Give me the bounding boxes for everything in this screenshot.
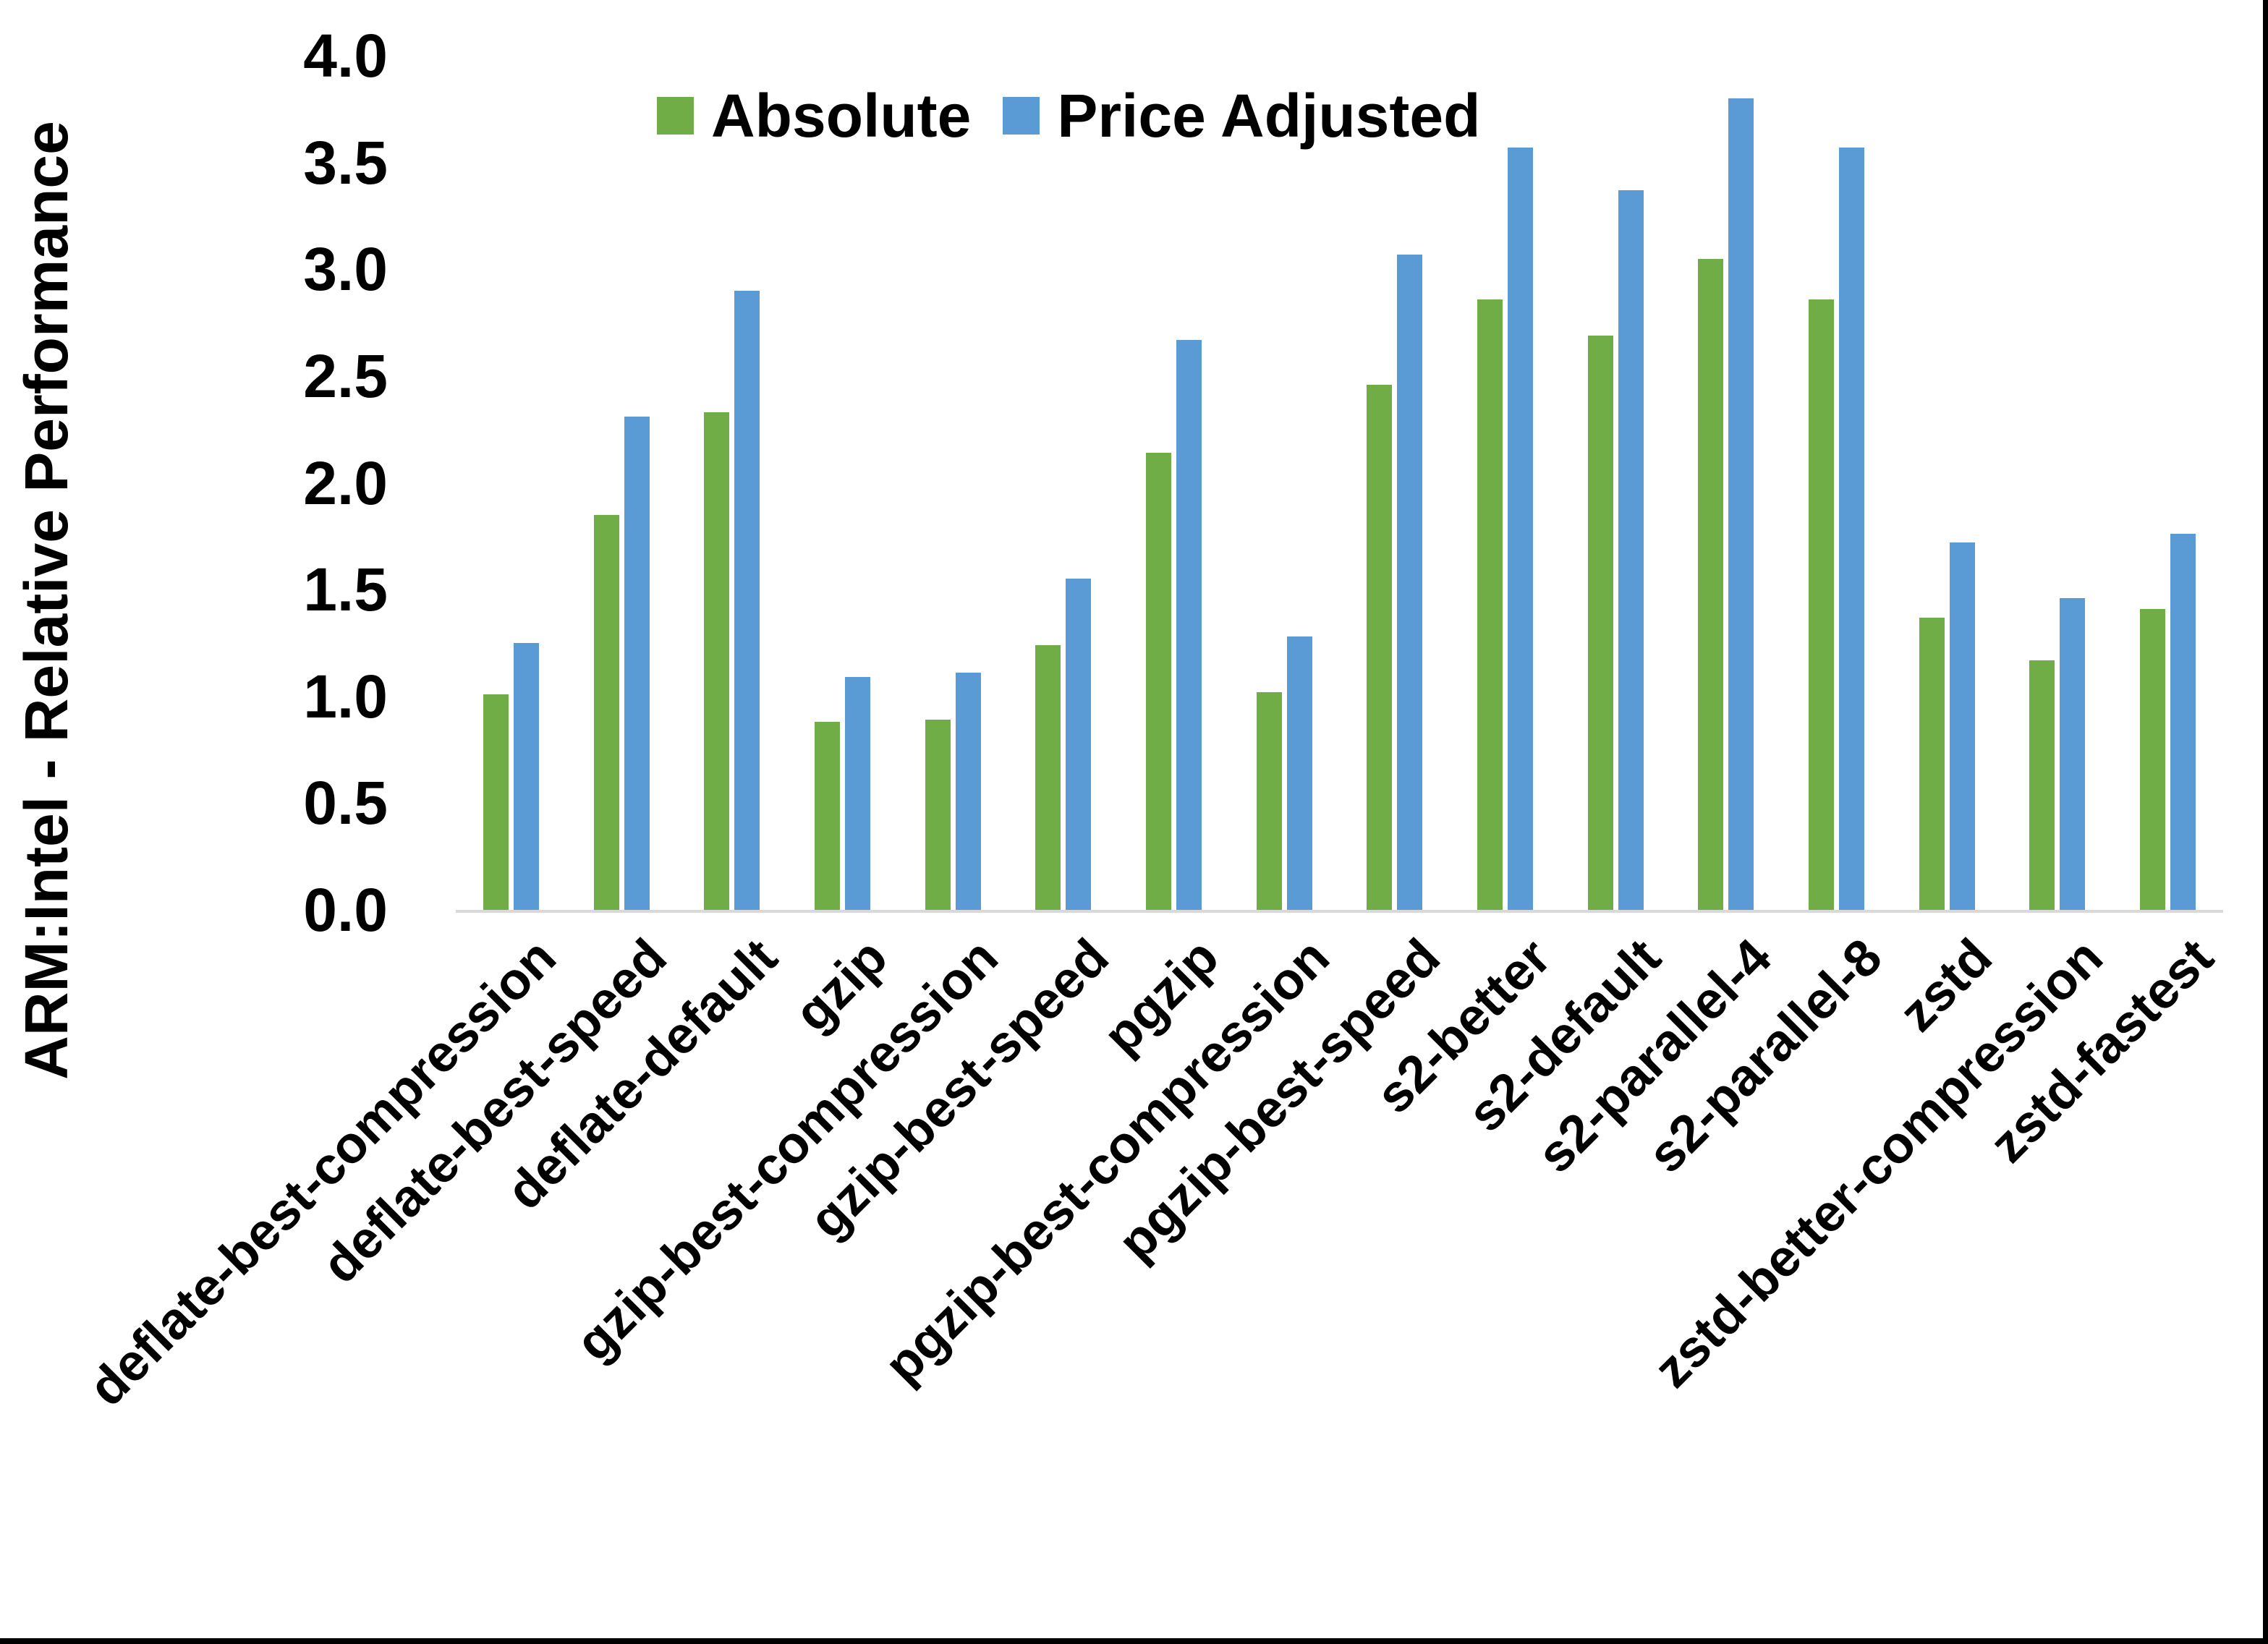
- bar-price-adjusted: [1066, 579, 1092, 910]
- bar-absolute: [1035, 644, 1061, 910]
- y-tick-label: 2.0: [303, 448, 388, 517]
- bar-absolute: [593, 514, 619, 910]
- legend-swatch-absolute: [657, 97, 694, 135]
- bar-absolute: [2029, 660, 2055, 910]
- bar-group: [676, 56, 787, 910]
- bar-group: [1229, 56, 1340, 910]
- bar-group: [1671, 56, 1782, 910]
- bar-group: [898, 56, 1008, 910]
- bar-price-adjusted: [1618, 190, 1644, 910]
- bar-price-adjusted: [955, 673, 981, 910]
- y-tick-label: 2.5: [303, 341, 388, 410]
- bar-absolute: [1919, 617, 1945, 910]
- bar-absolute: [2140, 608, 2166, 910]
- bar-price-adjusted: [844, 677, 870, 910]
- bar-group: [1340, 56, 1451, 910]
- bar-absolute: [1145, 453, 1171, 910]
- bar-price-adjusted: [1949, 542, 1975, 910]
- bar-group: [2002, 56, 2113, 910]
- bar-price-adjusted: [734, 290, 760, 910]
- legend-item-absolute: Absolute: [657, 85, 971, 146]
- bar-group: [2112, 56, 2223, 910]
- bar-group: [456, 56, 566, 910]
- bar-absolute: [1809, 299, 1835, 910]
- bar-group: [1560, 56, 1671, 910]
- bar-absolute: [483, 694, 509, 910]
- bar-absolute: [1367, 384, 1393, 910]
- bar-price-adjusted: [1728, 98, 1754, 910]
- bar-price-adjusted: [2060, 597, 2086, 910]
- bar-price-adjusted: [513, 642, 539, 910]
- bar-price-adjusted: [1508, 147, 1534, 910]
- bar-absolute: [1256, 691, 1282, 910]
- bar-absolute: [925, 720, 951, 910]
- bar-absolute: [1587, 335, 1613, 910]
- legend-item-price-adjusted: Price Adjusted: [1003, 85, 1480, 146]
- y-tick-label: 1.5: [303, 555, 388, 624]
- bar-group: [787, 56, 898, 910]
- legend-swatch-price-adjusted: [1003, 97, 1040, 135]
- bar-group: [1450, 56, 1560, 910]
- y-tick-label: 4.0: [303, 22, 388, 90]
- legend-label-absolute: Absolute: [711, 82, 972, 150]
- bar-absolute: [1698, 258, 1724, 910]
- x-category-label: deflate-best-compression: [77, 928, 568, 1418]
- bar-price-adjusted: [1839, 147, 1865, 910]
- y-tick-label: 0.0: [303, 876, 388, 944]
- bar-absolute: [1477, 299, 1503, 910]
- legend: Absolute Price Adjusted: [657, 85, 1480, 146]
- y-tick-label: 3.5: [303, 128, 388, 197]
- bar-price-adjusted: [1397, 254, 1423, 910]
- bar-price-adjusted: [1286, 636, 1312, 910]
- legend-label-price-adjusted: Price Adjusted: [1057, 82, 1481, 150]
- y-axis-title: ARM:Intel - Relative Performance: [12, 121, 80, 1080]
- bar-absolute: [704, 412, 730, 910]
- bar-group: [1008, 56, 1118, 910]
- bar-price-adjusted: [624, 416, 650, 910]
- bar-group: [566, 56, 677, 910]
- bar-price-adjusted: [1176, 339, 1202, 910]
- plot-area: [456, 56, 2223, 913]
- bar-group: [1781, 56, 1892, 910]
- y-tick-label: 3.0: [303, 235, 388, 304]
- y-tick-label: 0.5: [303, 769, 388, 838]
- bar-price-adjusted: [2170, 534, 2196, 910]
- y-tick-label: 1.0: [303, 662, 388, 731]
- bar-group: [1118, 56, 1229, 910]
- bar-absolute: [814, 722, 840, 910]
- bar-group: [1892, 56, 2002, 910]
